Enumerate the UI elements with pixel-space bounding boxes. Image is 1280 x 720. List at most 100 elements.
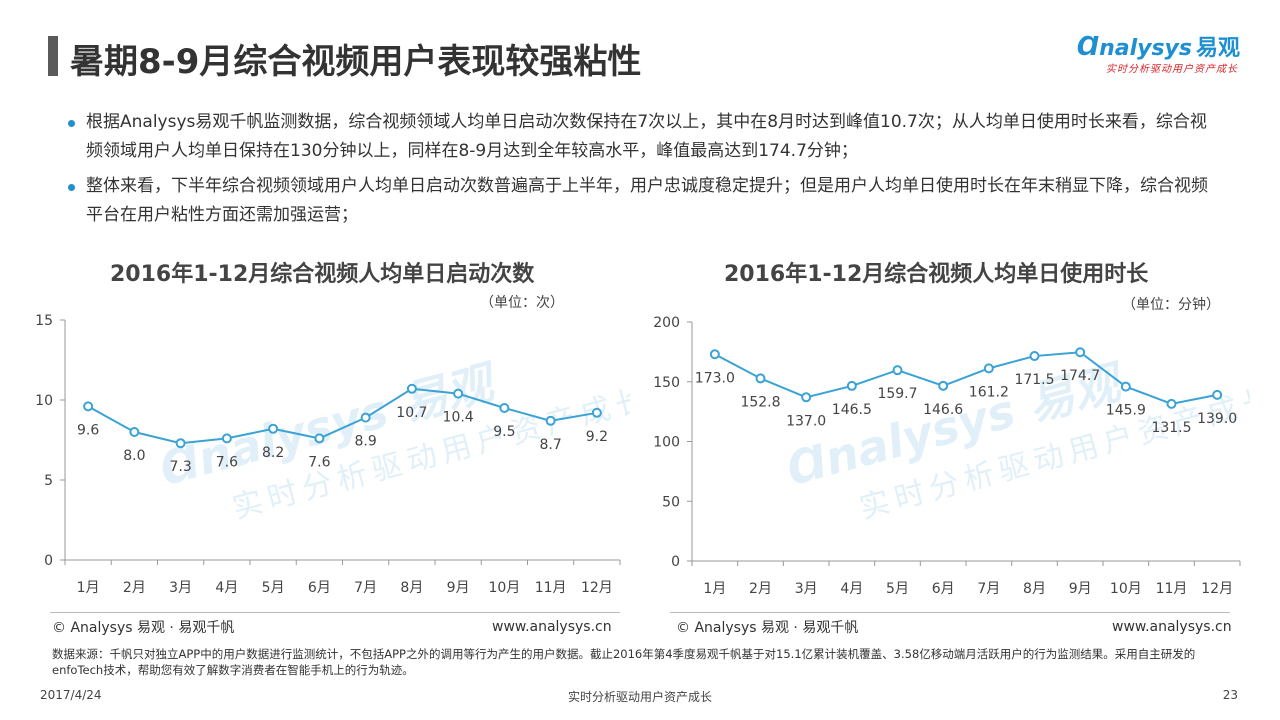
- y-tick-label: 150: [653, 375, 680, 391]
- x-tick-label: 6月: [932, 581, 955, 597]
- data-point: [1075, 347, 1086, 358]
- data-point: [360, 412, 371, 423]
- x-tick-label: 1月: [77, 580, 100, 596]
- data-point: [545, 415, 556, 426]
- data-point: [499, 403, 510, 413]
- data-point: [591, 407, 602, 418]
- x-tick-label: 9月: [1069, 581, 1092, 597]
- data-label: 7.6: [308, 454, 330, 470]
- data-label: 171.5: [1014, 372, 1054, 388]
- copyright-right: © Analysys 易观 · 易观千帆: [676, 620, 859, 636]
- x-tick-label: 10月: [1110, 581, 1142, 597]
- x-tick-label: 8月: [400, 580, 423, 596]
- copyright-left: © Analysys 易观 · 易观千帆: [52, 620, 235, 636]
- x-tick-label: 4月: [840, 581, 863, 597]
- data-source-note: 数据来源：千帆只对独立APP中的用户数据进行监测统计，不包括APP之外的调用等行…: [52, 647, 1196, 677]
- x-tick-label: 9月: [447, 580, 470, 596]
- data-label: 9.6: [77, 422, 99, 438]
- x-tick-label: 7月: [354, 580, 377, 596]
- data-label: 139.0: [1197, 411, 1237, 427]
- y-tick-label: 100: [653, 435, 680, 451]
- y-tick-label: 0: [44, 553, 53, 569]
- data-point: [1212, 389, 1223, 400]
- page-number: 23: [1222, 688, 1238, 702]
- divider-left: [50, 612, 620, 613]
- y-tick-label: 10: [35, 393, 53, 409]
- x-tick-label: 3月: [169, 580, 192, 596]
- series-line: [87, 387, 598, 445]
- logo-brand-cn: 易观: [1195, 36, 1240, 61]
- data-label: 159.7: [877, 386, 917, 402]
- logo-slogan: 实时分析驱动用户资产成长: [1106, 64, 1238, 75]
- data-point: [1166, 398, 1177, 409]
- divider-right: [670, 612, 1230, 613]
- y-tick-label: 5: [44, 473, 53, 489]
- data-point: [983, 363, 994, 374]
- chart-unit-launches: （单位：次）: [480, 295, 564, 311]
- logo-brand: nalysys: [1099, 36, 1192, 61]
- y-tick-label: 50: [662, 494, 680, 510]
- x-tick-label: 5月: [262, 580, 285, 596]
- data-point: [221, 433, 232, 444]
- x-tick-label: 11月: [1156, 581, 1188, 597]
- title-accent-bar: [48, 36, 58, 76]
- data-label: 137.0: [786, 413, 826, 429]
- summary-bullets: 根据Analysys易观千帆监测数据，综合视频领域人均单日启动次数保持在7次以上…: [68, 108, 1218, 236]
- data-label: 174.7: [1060, 368, 1100, 384]
- x-tick-label: 2月: [749, 581, 772, 597]
- y-tick-label: 0: [671, 554, 680, 570]
- data-label: 8.0: [123, 448, 145, 464]
- y-tick-label: 200: [653, 315, 680, 331]
- data-label: 8.2: [262, 445, 284, 461]
- x-tick-label: 12月: [1201, 581, 1233, 597]
- data-point: [938, 380, 949, 391]
- site-left: www.analysys.cn: [492, 619, 612, 635]
- x-tick-label: 10月: [488, 580, 520, 596]
- data-label: 8.7: [539, 437, 561, 453]
- data-label: 146.6: [923, 402, 963, 418]
- data-label: 7.6: [216, 454, 238, 470]
- bullet-text: 根据Analysys易观千帆监测数据，综合视频领域人均单日启动次数保持在7次以上…: [86, 112, 1207, 161]
- data-point: [314, 433, 325, 444]
- x-tick-label: 4月: [215, 580, 238, 596]
- x-tick-label: 12月: [581, 580, 613, 596]
- footer-slogan: 实时分析驱动用户资产成长: [567, 690, 712, 704]
- data-point: [453, 388, 464, 399]
- bullet-dot-icon: [68, 184, 75, 191]
- data-label: 146.5: [832, 402, 872, 418]
- data-point: [755, 373, 766, 384]
- data-point: [1029, 351, 1040, 362]
- site-right: www.analysys.cn: [1112, 619, 1232, 635]
- x-tick-label: 1月: [703, 581, 726, 597]
- chart-title-launches: 2016年1-12月综合视频人均单日启动次数: [110, 262, 535, 287]
- data-point: [268, 423, 279, 434]
- data-label: 131.5: [1151, 420, 1191, 436]
- analysys-logo: Ɑnalysys 易观 实时分析驱动用户资产成长: [1076, 30, 1240, 80]
- data-label: 8.9: [354, 434, 376, 450]
- bullet-item: 根据Analysys易观千帆监测数据，综合视频领域人均单日启动次数保持在7次以上…: [68, 108, 1218, 166]
- data-label: 161.2: [969, 384, 1009, 400]
- data-point: [892, 365, 903, 376]
- data-label: 145.9: [1106, 403, 1146, 419]
- data-point: [129, 427, 140, 437]
- data-label: 173.0: [695, 370, 735, 386]
- data-point: [83, 401, 94, 412]
- data-label: 10.7: [396, 405, 427, 421]
- data-point: [1120, 381, 1131, 392]
- data-label: 9.2: [586, 429, 608, 445]
- data-point: [846, 380, 857, 391]
- data-label: 9.5: [493, 424, 515, 440]
- logo-wordmark: Ɑnalysys 易观: [1076, 32, 1240, 62]
- x-tick-label: 5月: [886, 581, 909, 597]
- x-tick-label: 8月: [1023, 581, 1046, 597]
- data-point: [175, 438, 186, 449]
- report-date: 2017/4/24: [40, 688, 102, 702]
- page-title: 暑期8-9月综合视频用户表现较强粘性: [70, 42, 642, 82]
- data-point: [406, 383, 417, 394]
- bullet-text: 整体来看，下半年综合视频领域用户人均单日启动次数普遍高于上半年，用户忠诚度稳定提…: [86, 176, 1208, 225]
- y-tick-label: 15: [35, 313, 53, 329]
- x-tick-label: 7月: [977, 581, 1000, 597]
- series-line: [714, 351, 1218, 405]
